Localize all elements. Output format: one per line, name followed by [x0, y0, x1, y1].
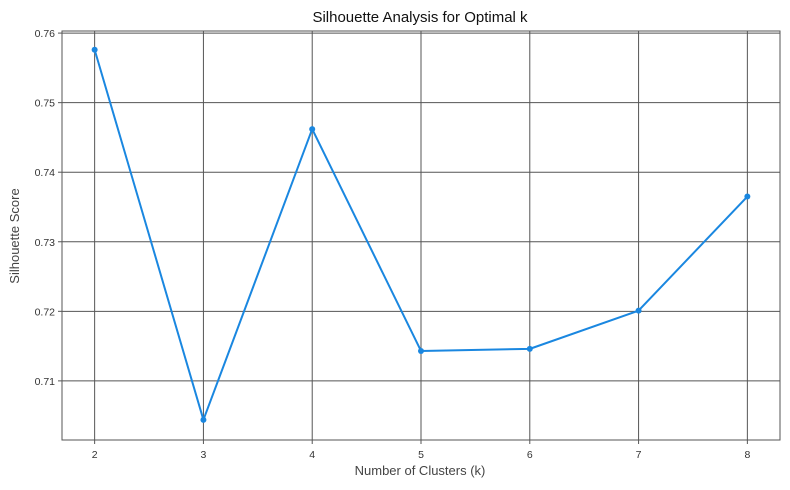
- plot-frame: [61, 30, 781, 441]
- x-tick-label: 7: [636, 449, 642, 461]
- x-tick-label: 8: [744, 449, 750, 461]
- data-point: [91, 46, 98, 53]
- y-tick-label: 0.75: [35, 98, 56, 110]
- x-tick-label: 4: [309, 449, 315, 461]
- y-tick-label: 0.72: [35, 306, 56, 318]
- y-tick-label: 0.74: [35, 167, 56, 179]
- chart-title: Silhouette Analysis for Optimal k: [312, 9, 528, 26]
- y-tick-label: 0.76: [35, 28, 56, 40]
- x-tick-label: 2: [92, 449, 98, 461]
- y-tick-label: 0.73: [35, 237, 56, 249]
- y-tick-label: 0.71: [35, 376, 56, 388]
- data-point: [309, 126, 316, 133]
- data-point: [635, 307, 642, 314]
- grid-lines: [62, 31, 780, 440]
- x-tick-label: 6: [527, 449, 533, 461]
- x-tick-label: 3: [201, 449, 207, 461]
- y-axis-label: Silhouette Score: [7, 188, 22, 283]
- x-axis-label: Number of Clusters (k): [355, 463, 486, 478]
- data-point: [418, 347, 424, 354]
- x-tick-label: 5: [418, 449, 424, 461]
- data-series: [91, 46, 751, 423]
- data-point: [200, 416, 207, 423]
- data-point: [526, 345, 533, 352]
- data-point: [744, 193, 751, 200]
- axes: 2 3 4 5 6 7 8 0.71 0.72 0.73 0.74 0.75 0.76: [35, 28, 781, 461]
